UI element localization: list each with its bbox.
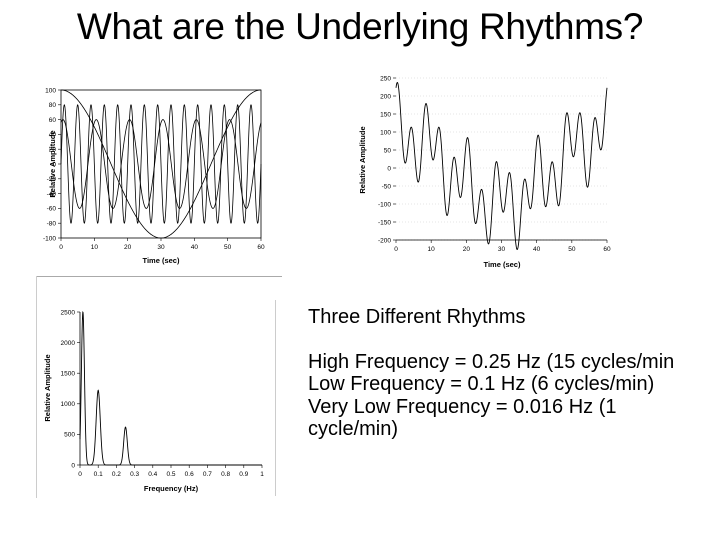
y-tick-label: -60: [47, 206, 57, 213]
rhythm-line-0: [60, 104, 262, 224]
x-axis-label: Time (sec): [143, 256, 180, 265]
y-tick-label: -200: [378, 237, 391, 244]
y-tick-label: 250: [380, 75, 391, 82]
x-tick-label: 0.8: [221, 471, 230, 478]
x-tick-label: 0.9: [239, 471, 248, 478]
x-tick-label: 0: [394, 246, 398, 253]
x-tick-label: 0: [59, 244, 63, 251]
y-axis-label: Relative Amplitude: [358, 126, 367, 193]
x-axis-label: Frequency (Hz): [144, 484, 199, 493]
individual-rhythms-svg: Time (sec) Relative Amplitude 0 10 20 30 40 5…: [43, 87, 265, 265]
x-tick-label: 50: [568, 246, 576, 253]
x-tick-label: 10: [91, 244, 99, 251]
x-tick-label: 0.3: [130, 471, 139, 478]
y-tick-label: 500: [64, 432, 75, 439]
very-low-frequency-text: Very Low Frequency = 0.016 Hz (1 cycle/m…: [308, 395, 617, 441]
y-tick-label: 100: [380, 129, 391, 136]
y-tick-label: 40: [49, 132, 57, 139]
y-tick-label: 0: [387, 165, 391, 172]
y-tick-label: 150: [380, 111, 391, 118]
rhythm-line-2: [60, 89, 262, 239]
frequency-spectrum-svg: 0 0.1 0.2 0.3 0.4 0.5 0.6 0.7 0.8 0.9 1 2500 2000 150…: [43, 309, 264, 493]
individual-rhythms-chart: Time (sec) Relative Amplitude 0 10 20 30 40 5…: [36, 78, 284, 278]
y-tick-label: 200: [380, 93, 391, 100]
divider-line: [36, 276, 37, 498]
y-tick-label: -80: [47, 221, 57, 228]
y-tick-label: -20: [47, 176, 57, 183]
y-tick-label: -100: [378, 201, 391, 208]
combined-signal-line: [395, 81, 608, 250]
y-tick-label: 0: [71, 462, 75, 469]
y-tick-label: 2000: [61, 340, 76, 347]
frequency-spectrum-chart: 0 0.1 0.2 0.3 0.4 0.5 0.6 0.7 0.8 0.9 1 2500 2000 150…: [40, 300, 276, 500]
y-tick-label: 20: [49, 147, 57, 154]
x-tick-label: 40: [533, 246, 541, 253]
combined-signal-svg: 0 10 20 30 40 50 60 250 200 150 100 50 0 -50 -100 -150 -…: [358, 75, 611, 269]
slide-title: What are the Underlying Rhythms?: [76, 6, 644, 47]
x-tick-label: 20: [124, 244, 132, 251]
low-frequency-text: Low Frequency = 0.1 Hz (6 cycles/min): [308, 373, 655, 395]
y-axis-label: Relative Amplitude: [48, 130, 57, 197]
y-tick-label: 80: [49, 102, 57, 109]
x-tick-label: 0.5: [166, 471, 175, 478]
y-tick-label: -150: [378, 219, 391, 226]
y-tick-label: -50: [382, 183, 392, 190]
high-frequency-text: High Frequency = 0.25 Hz (15 cycles/min: [308, 350, 675, 373]
x-tick-label: 30: [157, 244, 165, 251]
x-tick-label: 0.1: [94, 471, 103, 478]
x-tick-label: 40: [191, 244, 199, 251]
y-tick-label: 1000: [61, 401, 76, 408]
x-tick-label: 0.6: [185, 471, 194, 478]
x-tick-label: 0.4: [148, 471, 157, 478]
x-tick-label: 30: [498, 246, 506, 253]
x-tick-label: 20: [463, 246, 471, 253]
x-tick-label: 60: [257, 244, 265, 251]
x-tick-label: 0.7: [203, 471, 212, 478]
x-tick-label: 50: [224, 244, 232, 251]
x-axis-label: Time (sec): [484, 260, 521, 269]
x-tick-label: 10: [428, 246, 436, 253]
spectrum-line: [79, 311, 262, 466]
x-tick-label: 1: [260, 471, 264, 478]
rhythm-line-1: [60, 119, 262, 209]
y-tick-label: 50: [384, 147, 392, 154]
y-tick-label: -40: [47, 191, 57, 198]
x-tick-label: 0: [78, 471, 82, 478]
rhythm-description: Three Different Rhythms High Frequency =…: [308, 306, 708, 441]
y-tick-label: -100: [43, 235, 56, 242]
combined-signal-chart: 0 10 20 30 40 50 60 250 200 150 100 50 0 -50 -100 -150 -…: [345, 68, 615, 278]
divider-line: [275, 300, 276, 496]
y-axis-label: Relative Amplitude: [43, 354, 52, 421]
divider-line: [36, 276, 282, 277]
y-tick-label: 100: [45, 87, 56, 94]
y-tick-label: 60: [49, 117, 57, 124]
x-tick-label: 60: [603, 246, 611, 253]
y-tick-label: 0: [52, 161, 56, 168]
y-tick-label: 1500: [61, 371, 76, 378]
y-tick-label: 2500: [61, 309, 76, 316]
rhythm-heading: Three Different Rhythms: [308, 306, 526, 328]
x-tick-label: 0.2: [112, 471, 121, 478]
